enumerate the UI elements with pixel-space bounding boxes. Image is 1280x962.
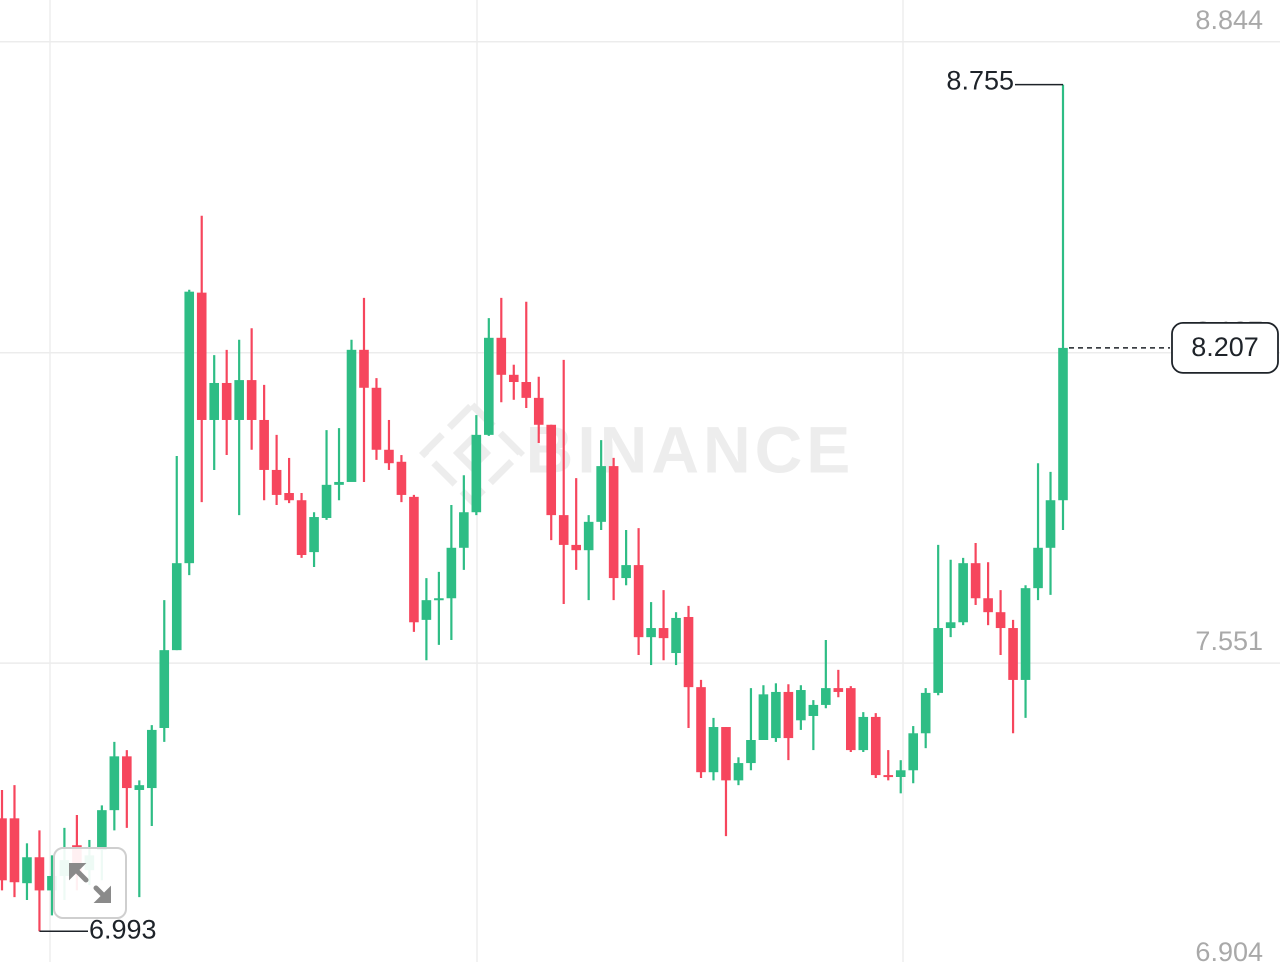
candle-body xyxy=(234,380,244,420)
candle-body xyxy=(658,628,669,639)
candle-body xyxy=(1020,588,1031,680)
expand-icon xyxy=(69,863,111,903)
candle-body xyxy=(271,469,282,495)
candle-body xyxy=(371,387,382,450)
candle-body xyxy=(571,544,581,551)
y-tick-label: 6.904 xyxy=(1195,937,1263,962)
expand-button[interactable] xyxy=(53,847,127,919)
candle-body xyxy=(521,382,532,398)
candle-body xyxy=(721,727,731,781)
candle-body xyxy=(384,449,394,464)
candle-body xyxy=(359,349,369,388)
candle-body xyxy=(920,692,931,734)
watermark-text: BINANCE xyxy=(526,412,855,486)
candle-body xyxy=(259,419,269,470)
last-price-label: 8.207 xyxy=(1191,332,1259,362)
candle-body xyxy=(0,818,7,881)
watermark: BINANCE xyxy=(418,399,855,507)
candle-body xyxy=(870,716,881,776)
candle-body xyxy=(184,291,195,564)
candle-body xyxy=(821,688,831,705)
annotations: 8.755 6.993 8.207 xyxy=(39,66,1279,944)
high-label: 8.755 xyxy=(946,66,1014,96)
candle-body xyxy=(908,733,919,771)
candle-body xyxy=(858,716,869,751)
candle-body xyxy=(209,382,219,420)
y-tick-label: 8.844 xyxy=(1195,5,1263,35)
candle-body xyxy=(9,818,20,883)
candle-body xyxy=(558,515,569,545)
candle-body xyxy=(309,517,319,553)
candle-body xyxy=(546,424,557,516)
candle-body xyxy=(47,875,57,891)
candle-body xyxy=(246,380,257,420)
candle-body xyxy=(134,785,145,790)
candle-body xyxy=(633,565,644,638)
candle-body xyxy=(1033,547,1043,589)
low-label: 6.993 xyxy=(89,914,157,944)
candle-body xyxy=(284,493,294,501)
candle-body xyxy=(421,600,432,620)
last-price-box xyxy=(1171,321,1279,374)
candle-body xyxy=(608,466,619,579)
candle-body xyxy=(296,500,307,555)
candle-body xyxy=(221,382,232,420)
candle-body xyxy=(434,598,444,601)
candle-body xyxy=(796,690,806,721)
candle-body xyxy=(508,374,519,383)
candle-body xyxy=(471,434,482,513)
y-tick-label: 7.551 xyxy=(1195,626,1263,656)
candle-body xyxy=(97,810,107,851)
candle-body xyxy=(708,727,719,773)
candle-body xyxy=(945,622,956,629)
candle-body xyxy=(596,466,606,522)
expand-button-frame[interactable] xyxy=(53,847,127,919)
candle-body xyxy=(446,547,457,599)
candle-body xyxy=(409,496,419,623)
candle-body xyxy=(396,461,407,495)
candle-body xyxy=(1058,347,1068,501)
candle-body xyxy=(459,512,469,548)
candle-body xyxy=(771,691,781,739)
candle-body xyxy=(646,628,656,638)
candle-body xyxy=(758,694,769,740)
candle-body xyxy=(171,563,182,651)
candle-body xyxy=(583,521,594,551)
candle-body xyxy=(1008,628,1018,680)
candle-body xyxy=(958,563,968,623)
candle-body xyxy=(146,729,157,789)
candle-body xyxy=(496,337,507,375)
candle-body xyxy=(671,617,681,654)
candle-body xyxy=(122,756,132,789)
candle-body xyxy=(621,565,631,579)
candle-body xyxy=(196,292,207,420)
candle-body xyxy=(533,397,544,425)
candles xyxy=(0,84,1068,932)
candle-body xyxy=(783,691,794,739)
candle-body xyxy=(970,563,981,599)
candle-body xyxy=(983,598,993,613)
candle-body xyxy=(334,481,344,485)
candle-body xyxy=(933,628,943,693)
candle-body xyxy=(159,650,170,728)
candle-body xyxy=(995,612,1006,629)
candle-body xyxy=(1045,500,1056,548)
candle-body xyxy=(346,349,357,482)
candle-body xyxy=(733,763,744,781)
candle-body xyxy=(484,337,494,435)
candle-body xyxy=(895,770,906,777)
candle-body xyxy=(22,857,32,884)
candle-body xyxy=(846,688,856,751)
candle-body xyxy=(833,688,844,692)
candle-body xyxy=(321,484,332,518)
candle-body xyxy=(696,687,706,773)
candle-body xyxy=(34,857,45,891)
candle-body xyxy=(808,704,819,716)
candle-body xyxy=(683,616,694,688)
candle-body xyxy=(746,740,756,764)
candle-body xyxy=(109,756,120,811)
candle-body xyxy=(883,775,894,778)
